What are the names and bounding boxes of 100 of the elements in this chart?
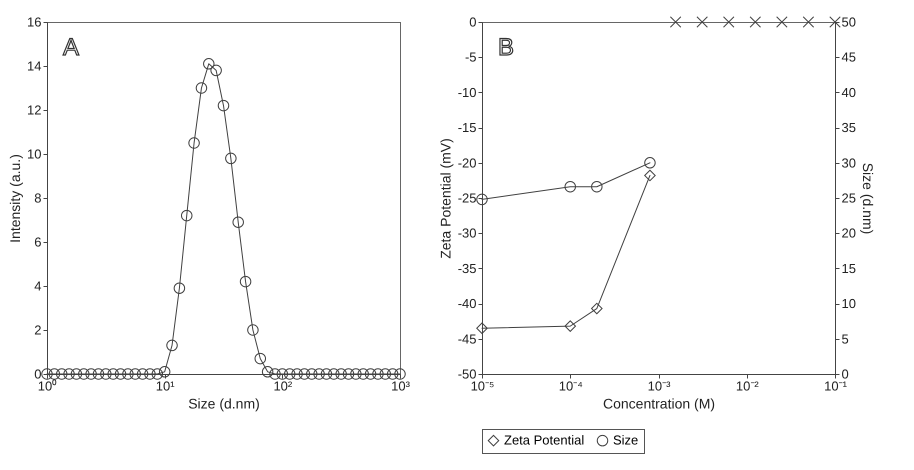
- point: [802, 16, 814, 28]
- y-tick-label: 0: [469, 14, 476, 30]
- point: [298, 368, 310, 380]
- y2-tick-label: 10: [842, 296, 856, 312]
- y-tick-label: -40: [458, 296, 476, 312]
- point: [254, 352, 266, 364]
- point: [776, 16, 788, 28]
- y2-tick-label: 20: [842, 226, 856, 241]
- legend-label: Size: [613, 432, 638, 448]
- point: [136, 368, 148, 380]
- point: [670, 16, 682, 28]
- point: [166, 340, 178, 352]
- point: [48, 368, 60, 380]
- x-tick-label: 10¹: [156, 378, 176, 394]
- point: [364, 368, 376, 380]
- y2-tick-label: 35: [842, 120, 856, 136]
- point: [56, 368, 68, 380]
- point: [174, 282, 186, 294]
- point: [70, 368, 82, 380]
- point: [63, 368, 75, 380]
- y2-tick-label: 15: [842, 260, 856, 276]
- y2-tick-label: 30: [842, 155, 856, 170]
- point: [240, 276, 252, 288]
- point: [262, 366, 274, 378]
- x-tick-label: 10⁰: [38, 378, 58, 394]
- y-tick-label: 12: [27, 102, 42, 118]
- y-tick-label: -50: [458, 366, 476, 382]
- legend-label: Zeta Potential: [504, 432, 584, 448]
- point: [276, 368, 288, 380]
- x-tick-label: 10²: [273, 378, 293, 394]
- y2-tick-label: 25: [842, 190, 856, 206]
- y-tick-label: -25: [458, 190, 476, 206]
- point: [232, 216, 244, 228]
- x-tick-label: 10⁻⁵: [470, 378, 494, 394]
- point: [196, 82, 208, 94]
- y-tick-label: -10: [458, 84, 476, 100]
- point: [750, 16, 762, 28]
- point: [328, 368, 340, 380]
- x-tick-label: 10⁻⁴: [558, 378, 583, 394]
- x-tick-label: 10⁻³: [648, 378, 672, 394]
- x-tick-label: 10³: [391, 378, 411, 394]
- y2-axis-title: Size (d.nm): [860, 162, 876, 234]
- point: [313, 368, 325, 380]
- y-tick-label: -30: [458, 226, 476, 241]
- x-axis-title: Size (d.nm): [188, 396, 260, 412]
- point: [41, 368, 53, 380]
- point: [394, 368, 406, 380]
- point: [372, 368, 384, 380]
- point: [100, 368, 112, 380]
- x-tick-label: 10⁻¹: [824, 378, 848, 394]
- y-tick-label: 14: [27, 58, 42, 74]
- point: [130, 368, 141, 380]
- y-tick-label: -15: [458, 120, 476, 136]
- point: [722, 16, 734, 28]
- point: [829, 16, 841, 28]
- point: [335, 368, 347, 380]
- y2-tick-label: 5: [842, 331, 849, 346]
- point: [291, 368, 303, 380]
- annotation: A: [63, 34, 80, 61]
- annotation: B: [498, 34, 514, 61]
- point: [114, 368, 126, 380]
- y-tick-label: -20: [458, 155, 476, 170]
- point: [210, 64, 222, 76]
- point: [247, 324, 259, 336]
- point: [188, 137, 200, 149]
- point: [320, 368, 332, 380]
- y-axis-title: Intensity (a.u.): [7, 154, 24, 243]
- point: [152, 368, 164, 380]
- y-axis-title: Zeta Potential (mV): [438, 138, 454, 259]
- y-tick-label: 10: [27, 146, 42, 162]
- y-tick-label: 8: [34, 190, 42, 206]
- point: [380, 368, 392, 380]
- y-tick-label: -35: [458, 260, 476, 276]
- point: [342, 368, 354, 380]
- point: [122, 368, 134, 380]
- y2-tick-label: 40: [842, 84, 856, 100]
- point: [350, 368, 362, 380]
- point: [203, 58, 215, 70]
- x-axis-title: Concentration (M): [602, 396, 716, 412]
- point: [144, 368, 156, 380]
- y2-tick-label: 45: [842, 50, 856, 65]
- y-tick-label: 4: [34, 278, 42, 294]
- point: [357, 368, 369, 380]
- point: [92, 368, 104, 380]
- point: [85, 368, 97, 380]
- y-tick-label: 2: [34, 322, 42, 338]
- y-tick-label: -5: [464, 50, 476, 65]
- point: [107, 368, 119, 380]
- point: [180, 210, 192, 222]
- y2-tick-label: 0: [842, 366, 849, 382]
- point: [696, 16, 708, 28]
- x-tick-label: 10⁻²: [736, 378, 760, 394]
- y-tick-label: -45: [458, 331, 476, 346]
- point: [158, 366, 170, 378]
- y2-tick-label: 50: [842, 14, 856, 30]
- point: [225, 152, 237, 164]
- point: [218, 100, 230, 112]
- point: [306, 368, 318, 380]
- point: [269, 368, 281, 380]
- y-tick-label: 16: [27, 14, 42, 30]
